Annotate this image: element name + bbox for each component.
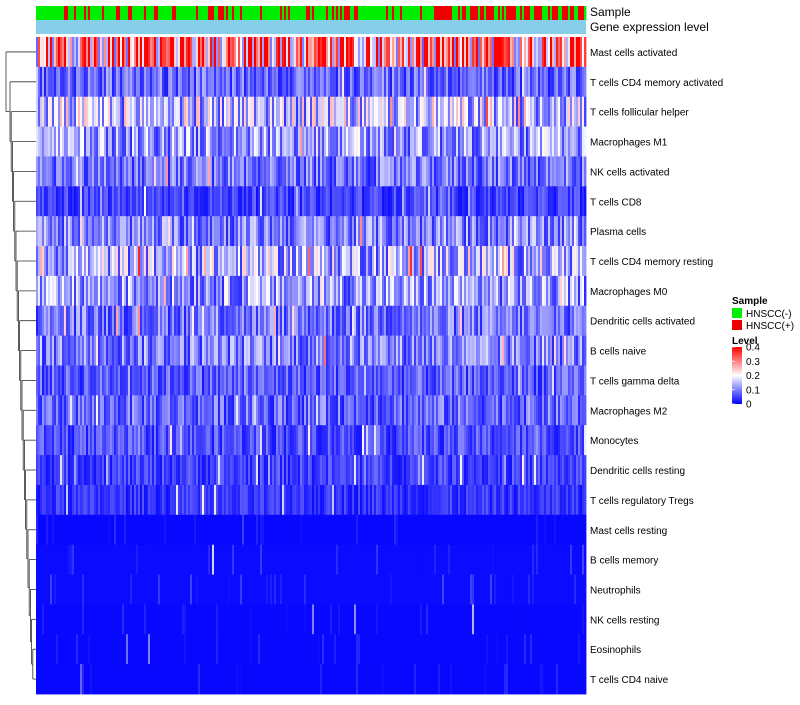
heatmap-cell [584, 37, 586, 67]
heatmap-cell [584, 67, 586, 97]
heatmap-cell [584, 455, 586, 485]
heatmap-cell [584, 216, 586, 246]
heatmap-cell [584, 127, 586, 157]
heatmap-cell [584, 276, 586, 306]
heatmap-cells [36, 37, 586, 694]
heatmap-cell [584, 246, 586, 276]
heatmap-cell [584, 306, 586, 336]
expression-annotation-bar [36, 20, 586, 34]
sample-annotation-cell [584, 6, 586, 20]
heatmap-cell [584, 97, 586, 127]
row-dendrogram [6, 52, 36, 679]
heatmap-cell [584, 156, 586, 186]
heatmap-cell [584, 425, 586, 455]
annotation-tracks [36, 6, 586, 34]
heatmap-cell [584, 395, 586, 425]
heatmap-cell [584, 485, 586, 515]
heatmap-cell [584, 336, 586, 366]
heatmap-cell [584, 366, 586, 396]
heatmap-cell [584, 186, 586, 216]
